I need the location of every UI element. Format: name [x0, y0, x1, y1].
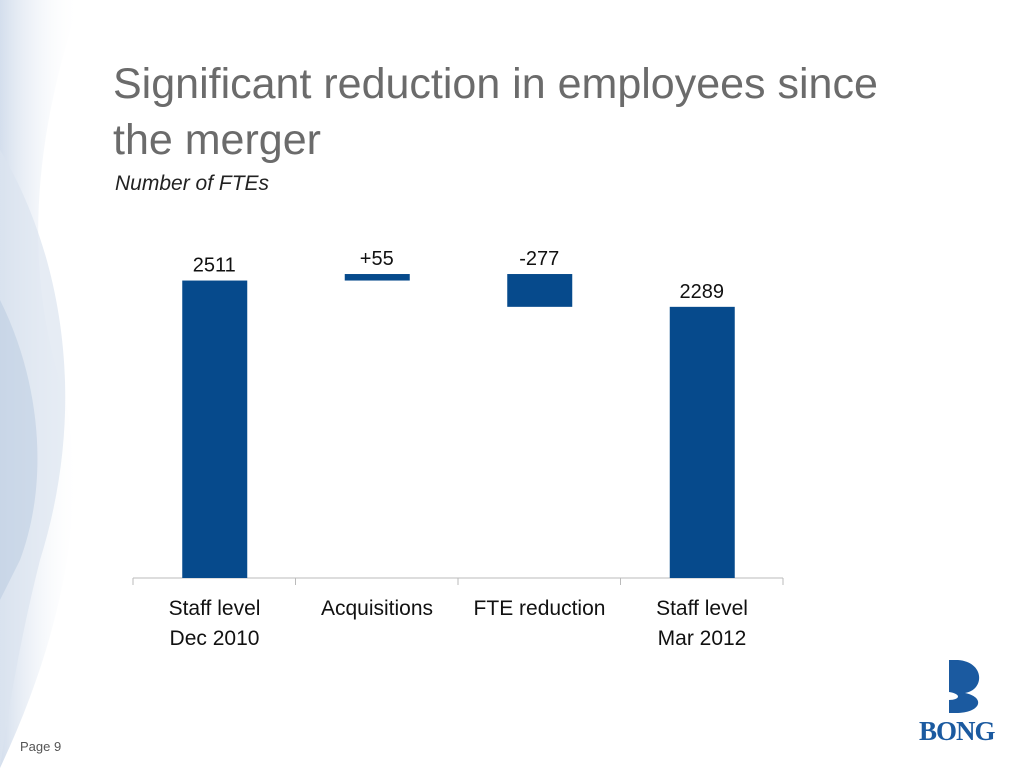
bar: [182, 280, 248, 578]
logo-mark: [949, 660, 980, 713]
chart-subtitle: Number of FTEs: [115, 172, 270, 195]
bar: [507, 274, 573, 307]
background-swoosh: [0, 0, 80, 768]
value-label: +55: [360, 248, 394, 270]
bar: [344, 274, 410, 281]
x-tick-label: FTE reduction: [473, 597, 606, 620]
page-number: Page 9: [20, 739, 62, 754]
logo-text: BONG: [919, 716, 996, 746]
x-tick-label: Acquisitions: [320, 597, 434, 620]
value-label: 2511: [193, 255, 236, 277]
x-tick-label: Staff level Mar 2012: [656, 597, 748, 650]
value-label: -277: [519, 248, 559, 270]
bar: [669, 306, 735, 578]
x-tick-label: Staff level Dec 2010: [168, 597, 261, 650]
slide-title: Significant reduction in employees since…: [113, 60, 878, 164]
value-label: 2289: [680, 281, 725, 303]
